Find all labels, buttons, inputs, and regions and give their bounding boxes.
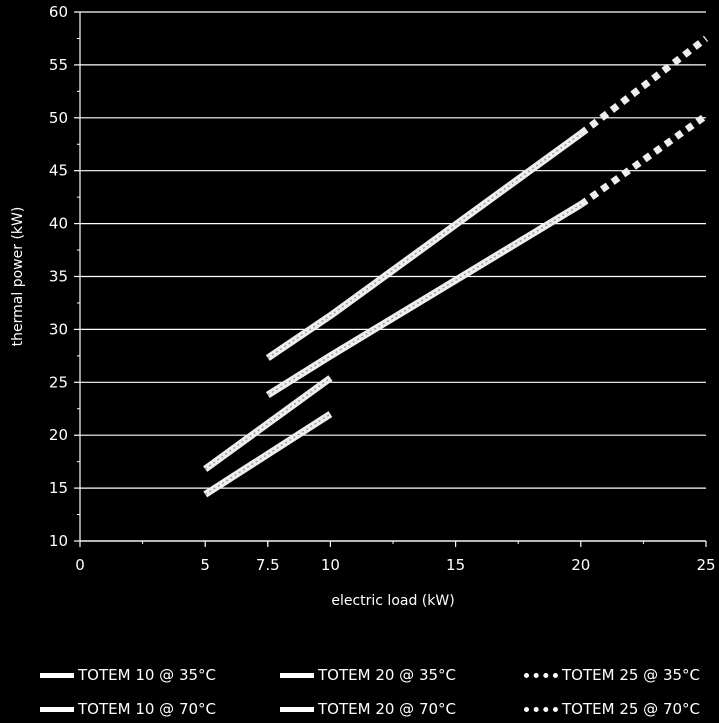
x-tick-label: 20	[571, 556, 590, 574]
y-tick-label: 25	[49, 373, 68, 391]
legend-label: TOTEM 20 @ 35°C	[318, 666, 457, 684]
legend-item-totem20-35: TOTEM 20 @ 35°C	[280, 664, 456, 686]
y-tick-label: 50	[49, 109, 68, 127]
series-line-texture-0	[204, 377, 331, 470]
legend-swatch-solid	[280, 706, 314, 712]
legend-label: TOTEM 20 @ 70°C	[318, 700, 457, 718]
series-line-4	[578, 35, 709, 137]
x-tick-label: 5	[200, 556, 210, 574]
series-line-2	[265, 130, 583, 361]
y-tick-label: 15	[49, 479, 68, 497]
chart: 10 15 20 25 30 35 40 45 50 55 60 0 5 7.5 10 15 20 25 elec…	[10, 3, 716, 609]
x-tick-label: 0	[75, 556, 85, 574]
series-line-5	[578, 112, 709, 208]
legend-swatch-dotted	[524, 672, 558, 678]
legend-item-totem10-70: TOTEM 10 @ 70°C	[40, 698, 216, 720]
y-tick-label: 60	[49, 3, 68, 21]
y-tick-label: 40	[49, 215, 68, 233]
legend-swatch-solid	[280, 672, 314, 678]
y-tick-label: 45	[49, 162, 68, 180]
legend-item-totem25-35: TOTEM 25 @ 35°C	[524, 664, 700, 686]
y-tick-label: 35	[49, 268, 68, 286]
y-tick-label: 30	[49, 320, 68, 338]
x-axis-title: electric load (kW)	[331, 593, 454, 609]
x-tick-label: 15	[446, 556, 465, 574]
legend-item-totem25-70: TOTEM 25 @ 70°C	[524, 698, 700, 720]
legend-label: TOTEM 10 @ 70°C	[78, 700, 217, 718]
legend-label: TOTEM 25 @ 70°C	[562, 700, 701, 718]
legend-label: TOTEM 10 @ 35°C	[78, 666, 217, 684]
series-line-texture-2	[267, 133, 582, 359]
y-axis-title: thermal power (kW)	[10, 207, 26, 347]
legend-swatch-dotted	[524, 706, 558, 712]
x-tick-label: 10	[321, 556, 340, 574]
series	[203, 35, 709, 498]
series-line-3	[265, 201, 583, 398]
x-tick-label: 7.5	[256, 556, 280, 574]
legend-swatch-solid	[40, 706, 74, 712]
y-tick-label: 10	[49, 532, 68, 550]
legend-swatch-solid	[40, 672, 74, 678]
legend-item-totem20-70: TOTEM 20 @ 70°C	[280, 698, 456, 720]
ticks: 10 15 20 25 30 35 40 45 50 55 60 0 5 7.5 10 15 20 25	[49, 3, 716, 574]
legend-label: TOTEM 25 @ 35°C	[562, 666, 701, 684]
grid	[80, 11, 706, 542]
y-tick-label: 55	[49, 56, 68, 74]
series-line-1	[203, 411, 333, 498]
y-tick-label: 20	[49, 426, 68, 444]
x-tick-label: 25	[696, 556, 715, 574]
legend-item-totem10-35: TOTEM 10 @ 35°C	[40, 664, 216, 686]
